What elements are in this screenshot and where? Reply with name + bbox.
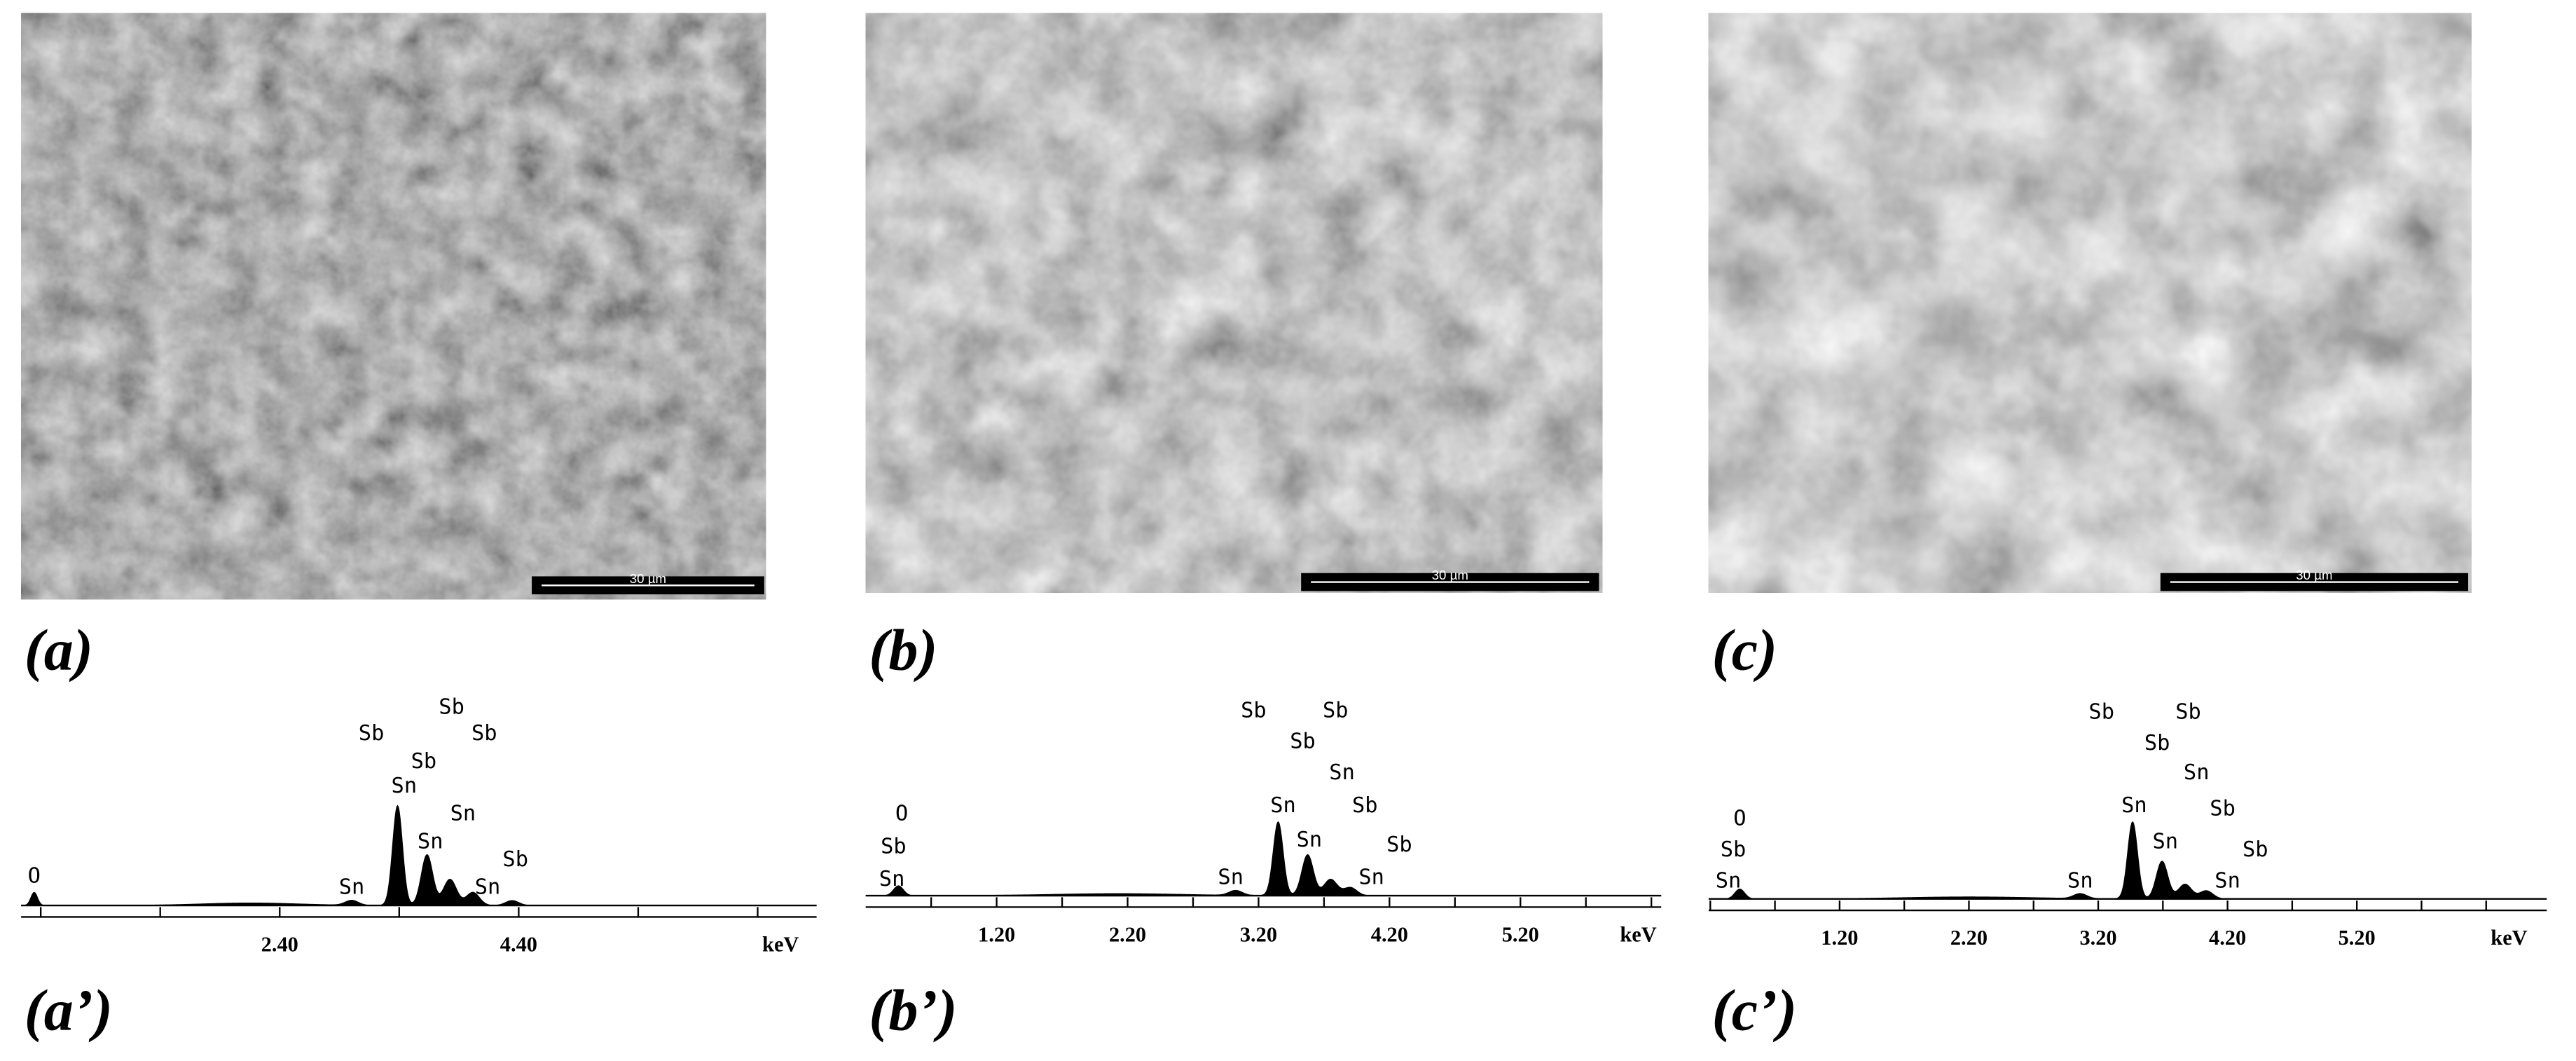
peak-label: Sb bbox=[881, 834, 907, 858]
tick-label: 1.20 bbox=[1821, 926, 1858, 950]
peak-label: O bbox=[28, 863, 41, 888]
tick-label: 2.20 bbox=[1109, 922, 1146, 946]
tick-label: 4.40 bbox=[500, 932, 537, 956]
spectrum-peaks bbox=[21, 805, 817, 906]
panel-label: (b’) bbox=[869, 978, 957, 1043]
scale-bar-label: 30 µm bbox=[2296, 568, 2332, 582]
scale-bar-label: 30 µm bbox=[630, 571, 666, 586]
panel-label: (c) bbox=[1712, 618, 1777, 683]
sem-image bbox=[21, 13, 766, 600]
tick-label: 5.20 bbox=[1502, 922, 1539, 946]
sem-image bbox=[1708, 13, 2472, 593]
peak-label: Sn bbox=[2184, 760, 2210, 785]
peak-label: Sn bbox=[418, 829, 443, 854]
tick-label: 3.20 bbox=[1240, 922, 1277, 946]
peak-label: Sn bbox=[1218, 865, 1244, 890]
peak-label: Sn bbox=[392, 774, 418, 798]
peak-label: Sn bbox=[2215, 868, 2240, 893]
peak-label: Sn bbox=[1358, 865, 1384, 890]
peak-label: Sn bbox=[2067, 868, 2093, 893]
peak-label: Sb bbox=[2175, 700, 2201, 725]
peak-label: Sn bbox=[1716, 868, 1742, 893]
peak-label: Sb bbox=[2210, 797, 2236, 821]
peak-label: Sb bbox=[1721, 837, 1747, 862]
panel-label: (b) bbox=[869, 618, 937, 683]
tick-label: 1.20 bbox=[978, 922, 1015, 946]
peak-label: Sn bbox=[475, 875, 501, 900]
peak-label: Sb bbox=[1386, 833, 1412, 857]
unit-label: keV bbox=[762, 932, 799, 956]
peak-label: Sb bbox=[439, 695, 464, 720]
tick-label: 2.40 bbox=[261, 932, 298, 956]
peak-label: Sn bbox=[2153, 829, 2179, 854]
peak-label: Sn bbox=[1270, 793, 1296, 818]
peak-label: Sb bbox=[1290, 730, 1316, 754]
peak-label: Sb bbox=[2088, 700, 2114, 725]
peak-label: O bbox=[1733, 807, 1746, 831]
scale-bar-label: 30 µm bbox=[1432, 568, 1468, 582]
peak-label: Sn bbox=[450, 802, 476, 826]
panel-label: (a) bbox=[25, 618, 93, 683]
peak-label: Sb bbox=[2243, 837, 2268, 862]
peak-label: Sn bbox=[2121, 793, 2147, 818]
unit-label: keV bbox=[2491, 926, 2527, 950]
spectrum-peaks bbox=[865, 821, 1662, 896]
tick-label: 5.20 bbox=[2339, 926, 2376, 950]
peak-label: Sb bbox=[2144, 731, 2170, 755]
tick-label: 4.20 bbox=[1371, 922, 1408, 946]
spectrum-peaks bbox=[1708, 821, 2547, 900]
peak-label: Sb bbox=[359, 721, 385, 746]
peak-label: Sb bbox=[1323, 698, 1349, 723]
peak-label: Sn bbox=[339, 875, 365, 900]
peak-label: Sb bbox=[502, 847, 528, 872]
tick-label: 3.20 bbox=[2079, 926, 2116, 950]
peak-label: Sb bbox=[1352, 793, 1378, 818]
tick-label: 2.20 bbox=[1950, 926, 1988, 950]
tick-label: 4.20 bbox=[2209, 926, 2246, 950]
sem-image bbox=[865, 13, 1603, 593]
peak-label: Sb bbox=[1241, 698, 1267, 723]
unit-label: keV bbox=[1620, 922, 1656, 946]
peak-label: Sn bbox=[879, 867, 905, 891]
peak-label: Sn bbox=[1297, 828, 1323, 852]
panel-label: (a’) bbox=[25, 978, 113, 1043]
peak-label: Sn bbox=[1329, 760, 1355, 785]
peak-label: O bbox=[895, 802, 908, 826]
peak-label: Sb bbox=[471, 721, 497, 746]
peak-label: Sb bbox=[411, 749, 437, 774]
panel-label: (c’) bbox=[1712, 978, 1797, 1043]
